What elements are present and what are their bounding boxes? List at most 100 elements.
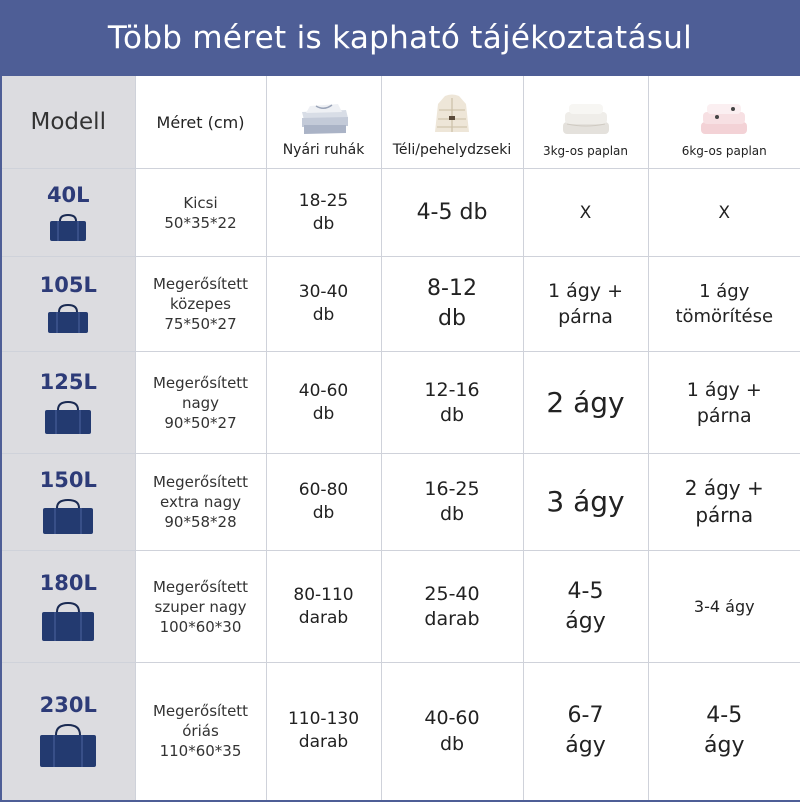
size-line: Megerősített [140, 373, 262, 393]
winter-cell: 16-25 db [381, 454, 523, 551]
value-line: ágy [649, 731, 800, 761]
header-winter: Téli/pehelydzseki [381, 76, 523, 169]
header-size-label: Méret (cm) [157, 113, 245, 132]
header-duvet3-label: 3kg-os paplan [543, 144, 628, 158]
value-line: db [267, 304, 381, 327]
size-cell: Megerősített extra nagy 90*58*28 [135, 454, 266, 551]
model-name: 180L [40, 571, 97, 595]
duvet6-cell: 3-4 ágy [648, 551, 800, 663]
value-line: darab [382, 607, 523, 632]
value-line: 6-7 [524, 701, 648, 731]
duvet6-cell: X [648, 169, 800, 257]
model-cell: 125L [1, 352, 135, 454]
duvet3-cell: 2 ágy [523, 352, 648, 454]
header-summer: Nyári ruhák [266, 76, 381, 169]
value-line: 2 ágy + [649, 475, 800, 502]
model-name: 40L [47, 183, 90, 207]
value-line: db [267, 502, 381, 525]
table-row: 180L Megerősített szuper nagy 100*60*30 [1, 551, 800, 663]
value-line: db [382, 304, 523, 334]
winter-cell: 40-60 db [381, 663, 523, 801]
model-name: 150L [40, 468, 97, 492]
duvet3-cell: X [523, 169, 648, 257]
header-duvet6: 6kg-os paplan [648, 76, 800, 169]
size-line: 90*50*27 [140, 413, 262, 433]
white-duvet-icon [559, 100, 613, 140]
model-cell: 40L [1, 169, 135, 257]
value-line: ágy [524, 731, 648, 761]
table-row: 230L Megerősített óriás 110*60*35 1 [1, 663, 800, 801]
size-line: Megerősített [140, 472, 262, 492]
value-line: 60-80 [267, 479, 381, 502]
value-line: 8-12 [382, 274, 523, 304]
value-line: 80-110 [267, 584, 381, 607]
size-cell: Megerősített nagy 90*50*27 [135, 352, 266, 454]
summer-cell: 80-110 darab [266, 551, 381, 663]
winter-cell: 25-40 darab [381, 551, 523, 663]
value-line: 3 ágy [524, 485, 648, 519]
pink-duvet-icon [697, 100, 751, 140]
table-row: 125L Megerősített nagy 90*50*27 40- [1, 352, 800, 454]
model-name: 230L [40, 693, 97, 717]
size-cell: Megerősített közepes 75*50*27 [135, 257, 266, 352]
header-duvet3: 3kg-os paplan [523, 76, 648, 169]
header-model-label: Modell [31, 109, 106, 135]
value-line: db [382, 502, 523, 527]
value-line: db [382, 731, 523, 757]
summer-cell: 18-25 db [266, 169, 381, 257]
winter-cell: 12-16 db [381, 352, 523, 454]
size-line: Megerősített [140, 701, 262, 721]
size-line: óriás [140, 721, 262, 741]
table-header-row: Modell Méret (cm) Nyári ruhák [1, 76, 800, 169]
table-row: 150L Megerősített extra nagy 90*58*28 [1, 454, 800, 551]
size-line: extra nagy [140, 492, 262, 512]
header-size: Méret (cm) [135, 76, 266, 169]
summer-cell: 60-80 db [266, 454, 381, 551]
table-row: 40L Kicsi 50*35*22 18-25 db [1, 169, 800, 257]
size-line: 75*50*27 [140, 314, 262, 334]
model-cell: 180L [1, 551, 135, 663]
value-line: 2 ágy [524, 386, 648, 420]
duvet3-cell: 3 ágy [523, 454, 648, 551]
duvet6-cell: 1 ágy tömörítése [648, 257, 800, 352]
storage-bag-icon [40, 601, 96, 643]
header-model: Modell [1, 76, 135, 169]
value-line: db [382, 403, 523, 428]
value-line: párna [649, 403, 800, 429]
size-line: Kicsi [140, 193, 262, 213]
duvet3-cell: 6-7 ágy [523, 663, 648, 801]
value-line: X [649, 203, 800, 223]
model-cell: 105L [1, 257, 135, 352]
duvet6-cell: 1 ágy + párna [648, 352, 800, 454]
storage-bag-icon [38, 723, 98, 769]
storage-bag-icon [41, 498, 95, 536]
value-line: 12-16 [382, 378, 523, 403]
size-cell: Megerősített óriás 110*60*35 [135, 663, 266, 801]
page-title: Több méret is kapható tájékoztatásul [0, 0, 800, 76]
size-line: közepes [140, 294, 262, 314]
value-line: ágy [524, 607, 648, 637]
down-jacket-icon [431, 92, 473, 138]
value-line: 4-5 [649, 701, 800, 731]
size-cell: Kicsi 50*35*22 [135, 169, 266, 257]
size-line: nagy [140, 393, 262, 413]
value-line: 40-60 [382, 705, 523, 731]
duvet3-cell: 4-5 ágy [523, 551, 648, 663]
value-line: 16-25 [382, 477, 523, 502]
header-duvet6-label: 6kg-os paplan [682, 144, 767, 158]
value-line: 4-5 [524, 577, 648, 607]
value-line: db [267, 213, 381, 236]
model-name: 105L [40, 273, 97, 297]
value-line: X [524, 203, 648, 223]
winter-cell: 8-12 db [381, 257, 523, 352]
size-line: 50*35*22 [140, 213, 262, 233]
size-line: szuper nagy [140, 597, 262, 617]
value-line: 40-60 [267, 380, 381, 403]
storage-bag-icon [43, 400, 93, 436]
summer-cell: 40-60 db [266, 352, 381, 454]
value-line: 25-40 [382, 582, 523, 607]
value-line: 3-4 ágy [649, 597, 800, 616]
value-line: darab [267, 731, 381, 754]
table-row: 105L Megerősített közepes 75*50*27 [1, 257, 800, 352]
